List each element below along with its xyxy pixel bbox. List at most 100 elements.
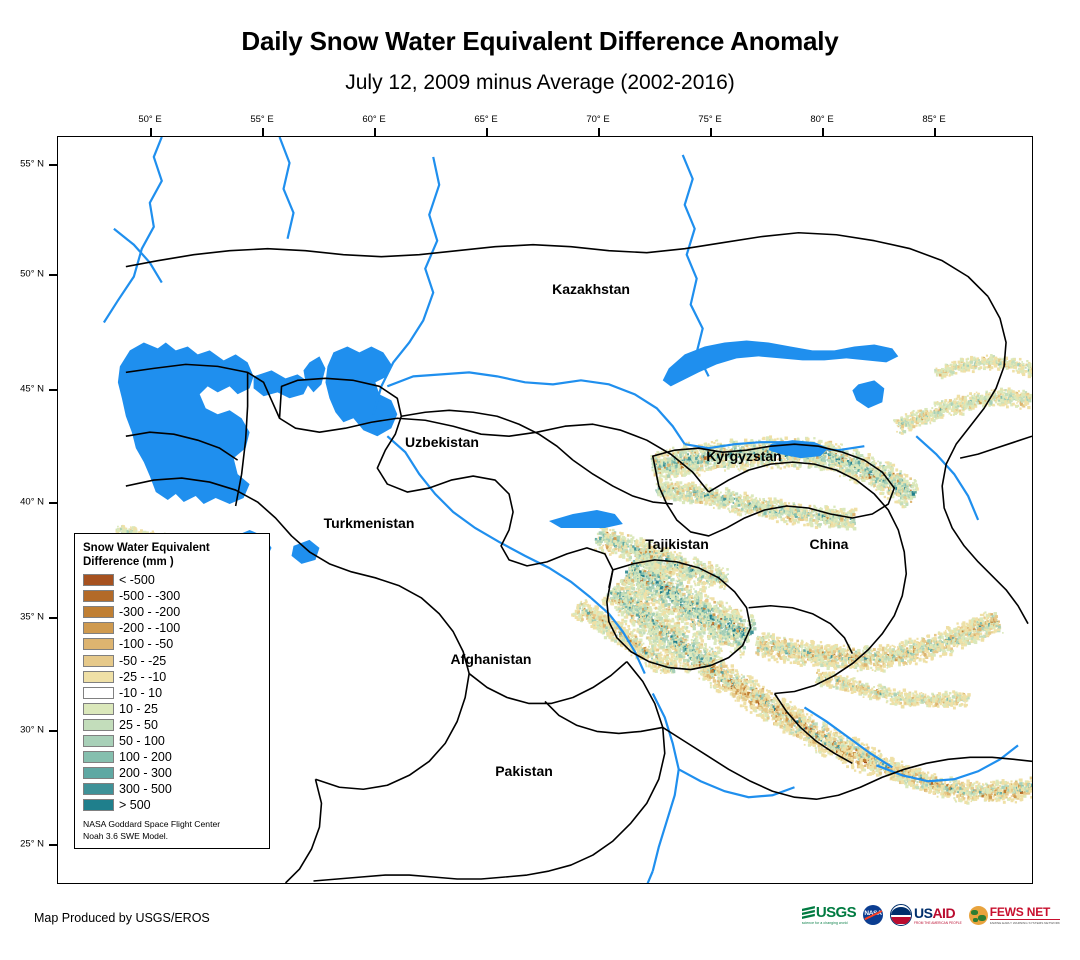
legend-color-swatch [83, 735, 114, 748]
lake-balkhash [662, 340, 899, 387]
usaid-word-aid: AID [932, 904, 956, 921]
legend-entry: -10 - 10 [83, 685, 261, 701]
fewsnet-logo-word: FEWS NET [989, 906, 1060, 920]
river-volga [102, 137, 163, 324]
legend-entry: 100 - 200 [83, 749, 261, 765]
longitude-label: 60° E [362, 114, 386, 125]
border-kazakhstan-north [125, 231, 989, 298]
latitude-label: 25° N [20, 838, 44, 850]
river-emba [278, 137, 295, 239]
country-label: Uzbekistan [405, 434, 479, 450]
map-frame[interactable]: Kazakhstan Uzbekistan Turkmenistan Kyrgyzst… [57, 136, 1033, 884]
legend-title: Snow Water Equivalent Difference (mm ) [83, 541, 261, 569]
river-ob-tributary [681, 154, 710, 377]
usgs-wave-icon [801, 906, 815, 919]
river-indus-branch [678, 768, 795, 799]
legend-entry: -50 - -25 [83, 653, 261, 669]
country-label: Pakistan [495, 763, 553, 779]
country-label: Afghanistan [450, 651, 532, 667]
latitude-tick [49, 844, 57, 846]
rivers-layer [102, 137, 1019, 883]
latitude-tick [49, 164, 57, 166]
lake-alakol [852, 380, 885, 409]
longitude-label: 75° E [698, 114, 722, 125]
river-panj [590, 596, 646, 675]
river-indus-upper [651, 693, 680, 872]
border-iran-pakistan [284, 779, 323, 883]
border-afghan-pakistan-north [544, 700, 663, 735]
border-uzbekistan [278, 377, 614, 588]
legend-color-swatch [83, 654, 114, 667]
legend-color-swatch [83, 783, 114, 796]
legend-entry-label: 25 - 50 [119, 717, 158, 732]
fewsnet-logo-tagline: FAMINE EARLY WARNING SYSTEMS NETWORK [989, 920, 1060, 925]
usaid-logo-tagline: FROM THE AMERICAN PEOPLE [913, 920, 962, 925]
country-label: Kyrgyzstan [706, 448, 782, 464]
legend-entry-label: 200 - 300 [119, 766, 172, 781]
latitude-label: 55° N [20, 158, 44, 170]
page-subtitle: July 12, 2009 minus Average (2002-2016) [345, 71, 735, 94]
legend-entry-label: -25 - -10 [119, 669, 167, 684]
legend-title-line1: Snow Water Equivalent [83, 542, 210, 554]
legend-entry: 300 - 500 [83, 781, 261, 797]
fewsnet-globe-icon [968, 905, 988, 925]
legend-entry-label: -100 - -50 [119, 637, 174, 652]
river-ural [113, 227, 163, 284]
legend-color-swatch [83, 638, 114, 651]
border-china-west [708, 461, 908, 695]
legend-entry: 10 - 25 [83, 701, 261, 717]
border-china-mongolia-edge [959, 435, 1032, 459]
latitude-tick [49, 617, 57, 619]
longitude-tick [486, 128, 488, 136]
longitude-label: 80° E [810, 114, 834, 125]
border-caspian-iran [125, 431, 239, 461]
border-afghanistan-south [468, 660, 628, 705]
latitude-label: 30° N [20, 724, 44, 736]
country-borders-layer [125, 231, 1032, 883]
river-tarim [915, 435, 980, 521]
caspian-sea [117, 342, 254, 505]
river-syr-darya-upper [684, 441, 787, 450]
latitude-label: 35° N [20, 611, 44, 623]
usgs-logo-tagline: science for a changing world [801, 921, 848, 925]
longitude-label: 65° E [474, 114, 498, 125]
longitude-tick [150, 128, 152, 136]
border-pakistan-south [313, 874, 506, 882]
legend-entry-label: < -500 [119, 573, 155, 588]
longitude-tick [374, 128, 376, 136]
nasa-logo: NASA [862, 903, 883, 927]
sarykamish-lake [291, 539, 320, 564]
river-ganges-upper [803, 706, 893, 769]
legend-color-swatch [83, 718, 114, 731]
border-china-india [773, 693, 853, 765]
legend-entry-label: 100 - 200 [119, 750, 172, 765]
latitude-tick [49, 389, 57, 391]
border-kyrgyzstan [651, 443, 896, 537]
map-legend: Snow Water Equivalent Difference (mm ) <… [74, 533, 270, 850]
latitude-tick [49, 502, 57, 504]
usgs-logo-word: USGS [815, 904, 857, 921]
longitude-tick [934, 128, 936, 136]
legend-entry: -500 - -300 [83, 588, 261, 604]
legend-entry: 200 - 300 [83, 765, 261, 781]
legend-entry-label: -500 - -300 [119, 589, 181, 604]
legend-entry-label: -50 - -25 [119, 653, 167, 668]
legend-color-swatch [83, 702, 114, 715]
longitude-label: 70° E [586, 114, 610, 125]
border-china-north [941, 296, 1029, 625]
nasa-logo-word: NASA [864, 910, 882, 917]
legend-entry: < -500 [83, 572, 261, 588]
legend-color-swatch [83, 799, 114, 812]
legend-color-swatch [83, 767, 114, 780]
country-label: Tajikistan [645, 536, 709, 552]
longitude-tick [822, 128, 824, 136]
legend-entry: -300 - -200 [83, 604, 261, 620]
usaid-word-us: US [913, 904, 933, 921]
longitude-tick [262, 128, 264, 136]
legend-entry-label: 50 - 100 [119, 734, 165, 749]
page-title: Daily Snow Water Equivalent Difference A… [241, 26, 839, 56]
fewsnet-logo: FEWS NET FAMINE EARLY WARNING SYSTEMS NE… [968, 903, 1060, 927]
legend-entry: -200 - -100 [83, 620, 261, 636]
legend-color-swatch [83, 670, 114, 683]
legend-entry: -100 - -50 [83, 636, 261, 652]
